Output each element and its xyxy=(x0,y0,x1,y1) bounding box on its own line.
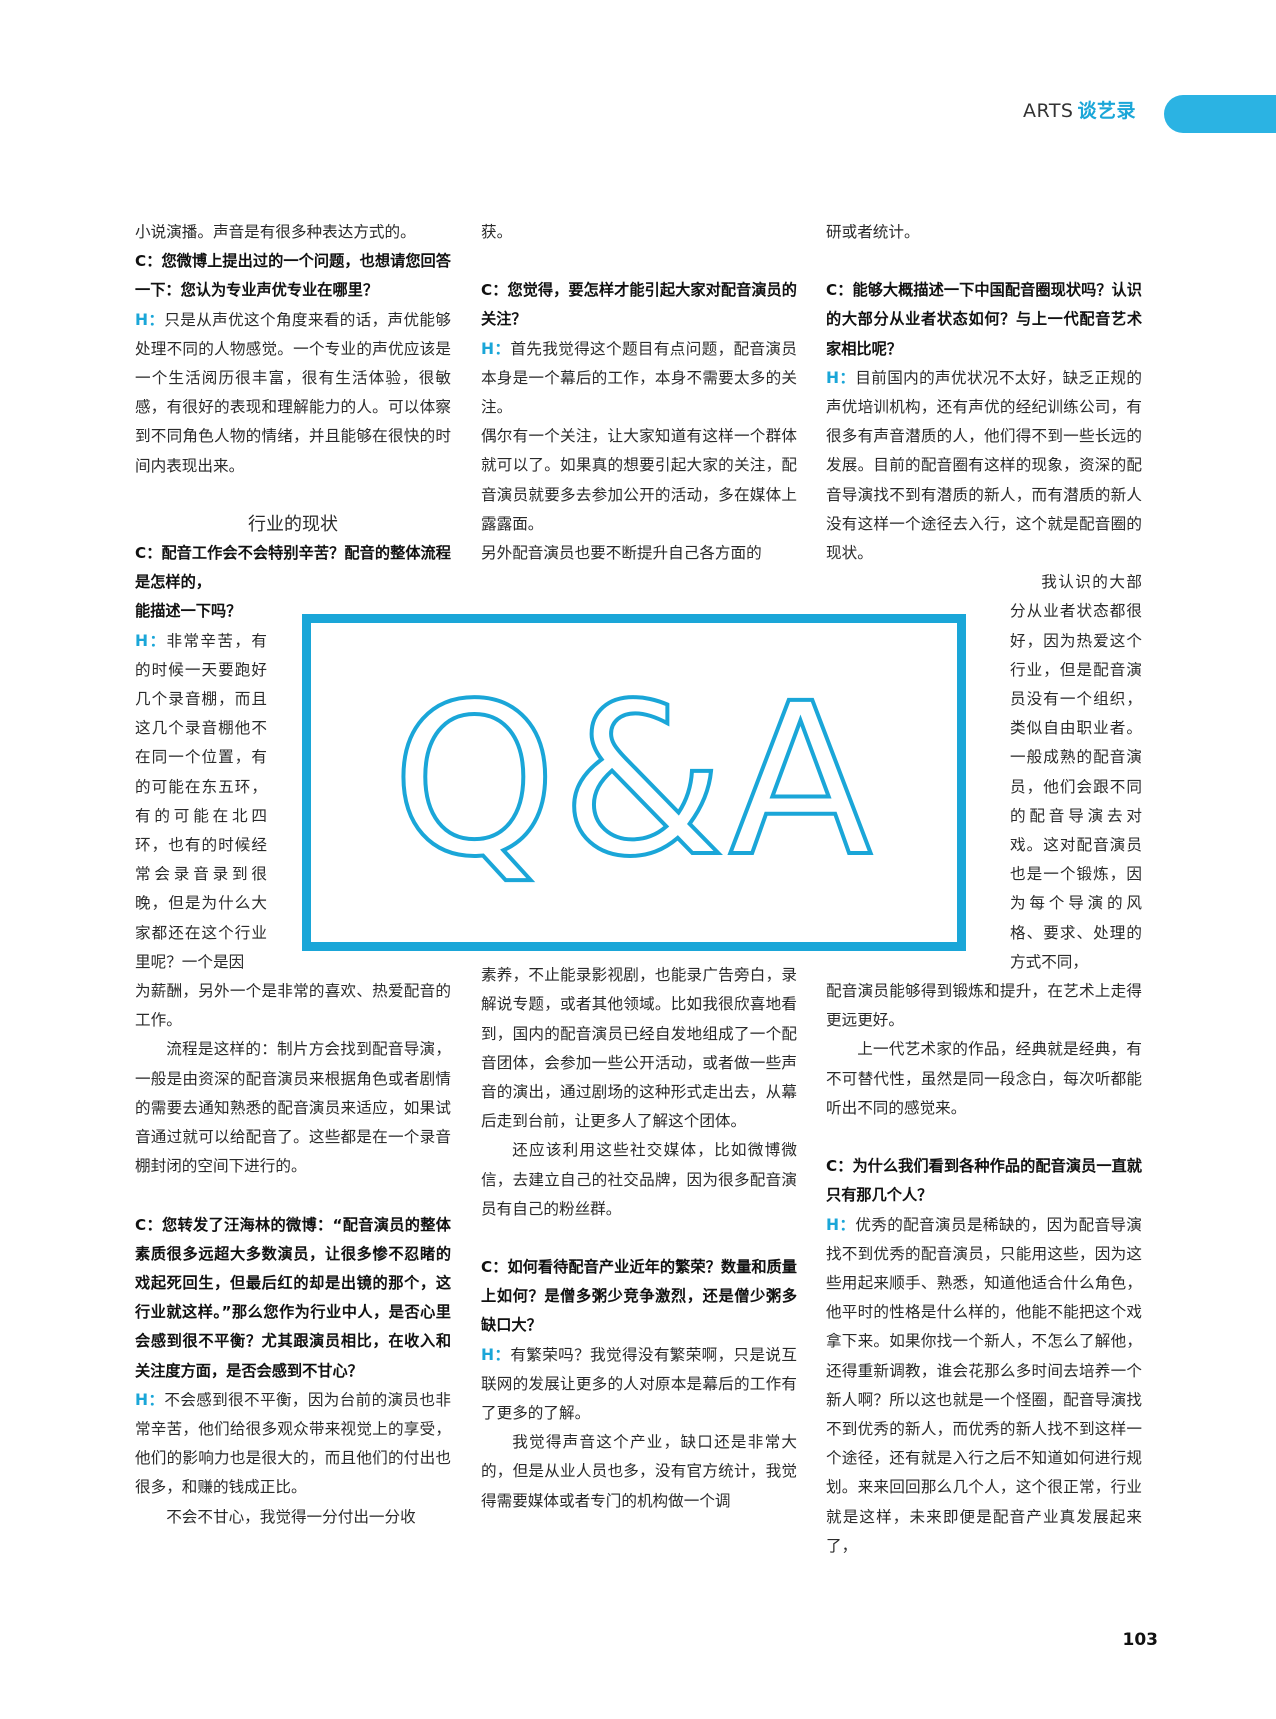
question: C：您转发了汪海林的微博：“配音演员的整体素质很多远超大多数演员，让很多惨不忍睹… xyxy=(135,1215,451,1380)
paragraph: 另外配音演员也要不断提升自己各方面的 xyxy=(481,544,762,563)
paragraph: 素养，不止能录影视剧，也能录广告旁白，录解说专题，或者其他领域。比如我很欣喜地看… xyxy=(481,966,797,1131)
answer: H：只是从声优这个角度来看的话，声优能够处理不同的人物感觉。一个专业的声优应该是… xyxy=(135,306,451,481)
paragraph: 流程是这样的：制片方会找到配音导演，一般是由资深的配音演员来根据角色或者剧情的需… xyxy=(135,1040,451,1176)
header-zh: 谈艺录 xyxy=(1077,100,1136,122)
paragraph: 小说演播。声音是有很多种表达方式的。 xyxy=(135,223,416,241)
answer: H：不会感到很不平衡，因为台前的演员也非常辛苦，他们给很多观众带来视觉上的享受，… xyxy=(135,1386,451,1503)
speaker-h: H： xyxy=(826,368,856,387)
question: C：如何看待配音产业近年的繁荣？数量和质量上如何？是僧多粥少竞争激烈，还是僧少粥… xyxy=(481,1258,797,1335)
paragraph: 为薪酬，另外一个是非常的喜欢、热爱配音的工作。 xyxy=(135,982,451,1030)
answer-text: 有繁荣吗？我觉得没有繁荣啊，只是说互联网的发展让更多的人对原本是幕后的工作有了更… xyxy=(481,1345,797,1423)
answer: H：有繁荣吗？我觉得没有繁荣啊，只是说互联网的发展让更多的人对原本是幕后的工作有… xyxy=(481,1341,797,1429)
question: C：能够大概描述一下中国配音圈现状吗？认识的大部分从业者状态如何？与上一代配音艺… xyxy=(826,281,1142,358)
question-cont: 能描述一下吗？ xyxy=(135,602,242,621)
speaker-h: H： xyxy=(135,631,167,650)
paragraph-wrap: 我认识的大部分从业者状态都很好，因为热爱这个行业，但是配音演员没有一个组织，类似… xyxy=(1010,573,1142,971)
header-en: ARTS xyxy=(1023,100,1074,122)
section-header: ARTS 谈艺录 xyxy=(1023,96,1136,123)
qa-graphic: Q&A xyxy=(302,614,966,951)
speaker-h: H： xyxy=(135,310,165,329)
answer-text: 目前国内的声优状况不太好，缺乏正规的声优培训机构，还有声优的经纪训练公司，有很多… xyxy=(826,368,1142,563)
question: C：为什么我们看到各种作品的配音演员一直就只有那几个人？ xyxy=(826,1157,1142,1205)
answer-text: 优秀的配音演员是稀缺的，因为配音导演找不到优秀的配音演员，只能用这些，因为这些用… xyxy=(826,1215,1142,1555)
section-title: 行业的现状 xyxy=(248,513,338,535)
paragraph: 配音演员能够得到锻炼和提升，在艺术上走得更远更好。 xyxy=(826,982,1142,1030)
question: C：您觉得，要怎样才能引起大家对配音演员的关注？ xyxy=(481,281,797,329)
page-number: 103 xyxy=(1122,1630,1159,1650)
qa-text: Q&A xyxy=(392,658,877,903)
qa-letters: Q&A xyxy=(390,656,877,905)
answer: H：首先我觉得这个题目有点问题，配音演员本身是一个幕后的工作，本身不需要太多的关… xyxy=(481,335,797,423)
paragraph: 研或者统计。 xyxy=(826,223,920,241)
paragraph: 上一代艺术家的作品，经典就是经典，有不可替代性，虽然是同一段念白，每次听都能听出… xyxy=(826,1040,1142,1117)
speaker-h: H： xyxy=(481,1345,511,1364)
paragraph: 偶尔有一个关注，让大家知道有这样一个群体就可以了。如果真的想要引起大家的关注，配… xyxy=(481,427,797,533)
answer-text: 不会感到很不平衡，因为台前的演员也非常辛苦，他们给很多观众带来视觉上的享受，他们… xyxy=(135,1390,451,1497)
answer-text: 非常辛苦，有的时候一天要跑好几个录音棚，而且这几个录音棚他不在同一个位置，有的可… xyxy=(135,631,267,971)
speaker-h: H： xyxy=(135,1390,165,1409)
column-1: 小说演播。声音是有很多种表达方式的。 C：您微博上提出过的一个问题，也想请您回答… xyxy=(135,218,451,1532)
answer-text: 只是从声优这个角度来看的话，声优能够处理不同的人物感觉。一个专业的声优应该是一个… xyxy=(135,310,451,475)
speaker-h: H： xyxy=(481,339,511,358)
paragraph: 还应该利用这些社交媒体，比如微博微信，去建立自己的社交品牌，因为很多配音演员有自… xyxy=(481,1141,797,1218)
column-3: 研或者统计。 C：能够大概描述一下中国配音圈现状吗？认识的大部分从业者状态如何？… xyxy=(826,218,1142,1561)
paragraph: 我觉得声音这个产业，缺口还是非常大的，但是从业人员也多，没有官方统计，我觉得需要… xyxy=(481,1433,797,1510)
column-2: 获。 C：您觉得，要怎样才能引起大家对配音演员的关注？ H：首先我觉得这个题目有… xyxy=(481,218,797,1516)
answer-text: 首先我觉得这个题目有点问题，配音演员本身是一个幕后的工作，本身不需要太多的关注。 xyxy=(481,339,797,417)
paragraph: 获。 xyxy=(481,223,513,241)
answer: H：优秀的配音演员是稀缺的，因为配音导演找不到优秀的配音演员，只能用这些，因为这… xyxy=(826,1211,1142,1561)
answer: H：非常辛苦，有的时候一天要跑好几个录音棚，而且这几个录音棚他不在同一个位置，有… xyxy=(135,627,267,977)
paragraph: 不会不甘心，我觉得一分付出一分收 xyxy=(166,1507,416,1526)
question: C：您微博上提出过的一个问题，也想请您回答一下：您认为专业声优专业在哪里？ xyxy=(135,252,451,300)
speaker-h: H： xyxy=(826,1215,856,1234)
answer: H：目前国内的声优状况不太好，缺乏正规的声优培训机构，还有声优的经纪训练公司，有… xyxy=(826,364,1142,568)
header-tab xyxy=(1164,95,1276,133)
question: C：配音工作会不会特别辛苦？配音的整体流程是怎样的， xyxy=(135,544,451,592)
